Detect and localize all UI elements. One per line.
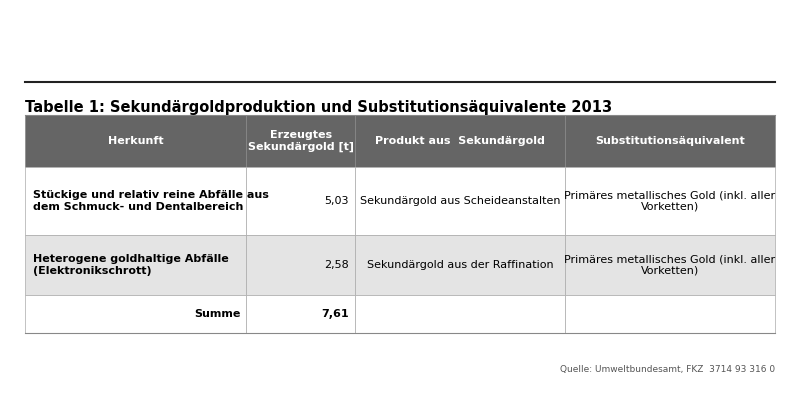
Text: 7,61: 7,61 <box>322 309 349 319</box>
Text: Quelle: Umweltbundesamt, FKZ  3714 93 316 0: Quelle: Umweltbundesamt, FKZ 3714 93 316… <box>560 365 775 374</box>
Bar <box>25 115 246 167</box>
Text: Summe: Summe <box>194 309 240 319</box>
Text: Primäres metallisches Gold (inkl. aller
Vorketten): Primäres metallisches Gold (inkl. aller … <box>565 190 775 212</box>
Text: Sekundärgold aus der Raffination: Sekundärgold aus der Raffination <box>366 260 554 270</box>
Bar <box>246 115 355 167</box>
Text: Erzeugtes
Sekundärgold [t]: Erzeugtes Sekundärgold [t] <box>248 130 354 152</box>
Bar <box>25 235 246 295</box>
Text: Primäres metallisches Gold (inkl. aller
Vorketten): Primäres metallisches Gold (inkl. aller … <box>565 254 775 276</box>
Bar <box>246 167 355 235</box>
Bar <box>565 115 775 167</box>
Bar <box>355 295 565 333</box>
Text: Sekundärgold aus Scheideanstalten: Sekundärgold aus Scheideanstalten <box>360 196 560 206</box>
Text: Herkunft: Herkunft <box>108 136 163 146</box>
Bar <box>246 295 355 333</box>
Text: 2,58: 2,58 <box>324 260 349 270</box>
Text: Stückige und relativ reine Abfälle aus
dem Schmuck- und Dentalbereich: Stückige und relativ reine Abfälle aus d… <box>33 190 269 212</box>
Bar <box>565 167 775 235</box>
Bar <box>246 235 355 295</box>
Bar <box>355 167 565 235</box>
Bar <box>565 235 775 295</box>
Bar <box>355 115 565 167</box>
Text: Heterogene goldhaltige Abfälle
(Elektronikschrott): Heterogene goldhaltige Abfälle (Elektron… <box>33 254 229 276</box>
Bar <box>25 295 246 333</box>
Text: Produkt aus  Sekundärgold: Produkt aus Sekundärgold <box>375 136 545 146</box>
Text: 5,03: 5,03 <box>325 196 349 206</box>
Bar <box>355 235 565 295</box>
Bar <box>565 295 775 333</box>
Text: Tabelle 1: Sekundärgoldproduktion und Substitutionsäquivalente 2013: Tabelle 1: Sekundärgoldproduktion und Su… <box>25 100 612 115</box>
Text: Substitutionsäquivalent: Substitutionsäquivalent <box>595 136 745 146</box>
Bar <box>25 167 246 235</box>
